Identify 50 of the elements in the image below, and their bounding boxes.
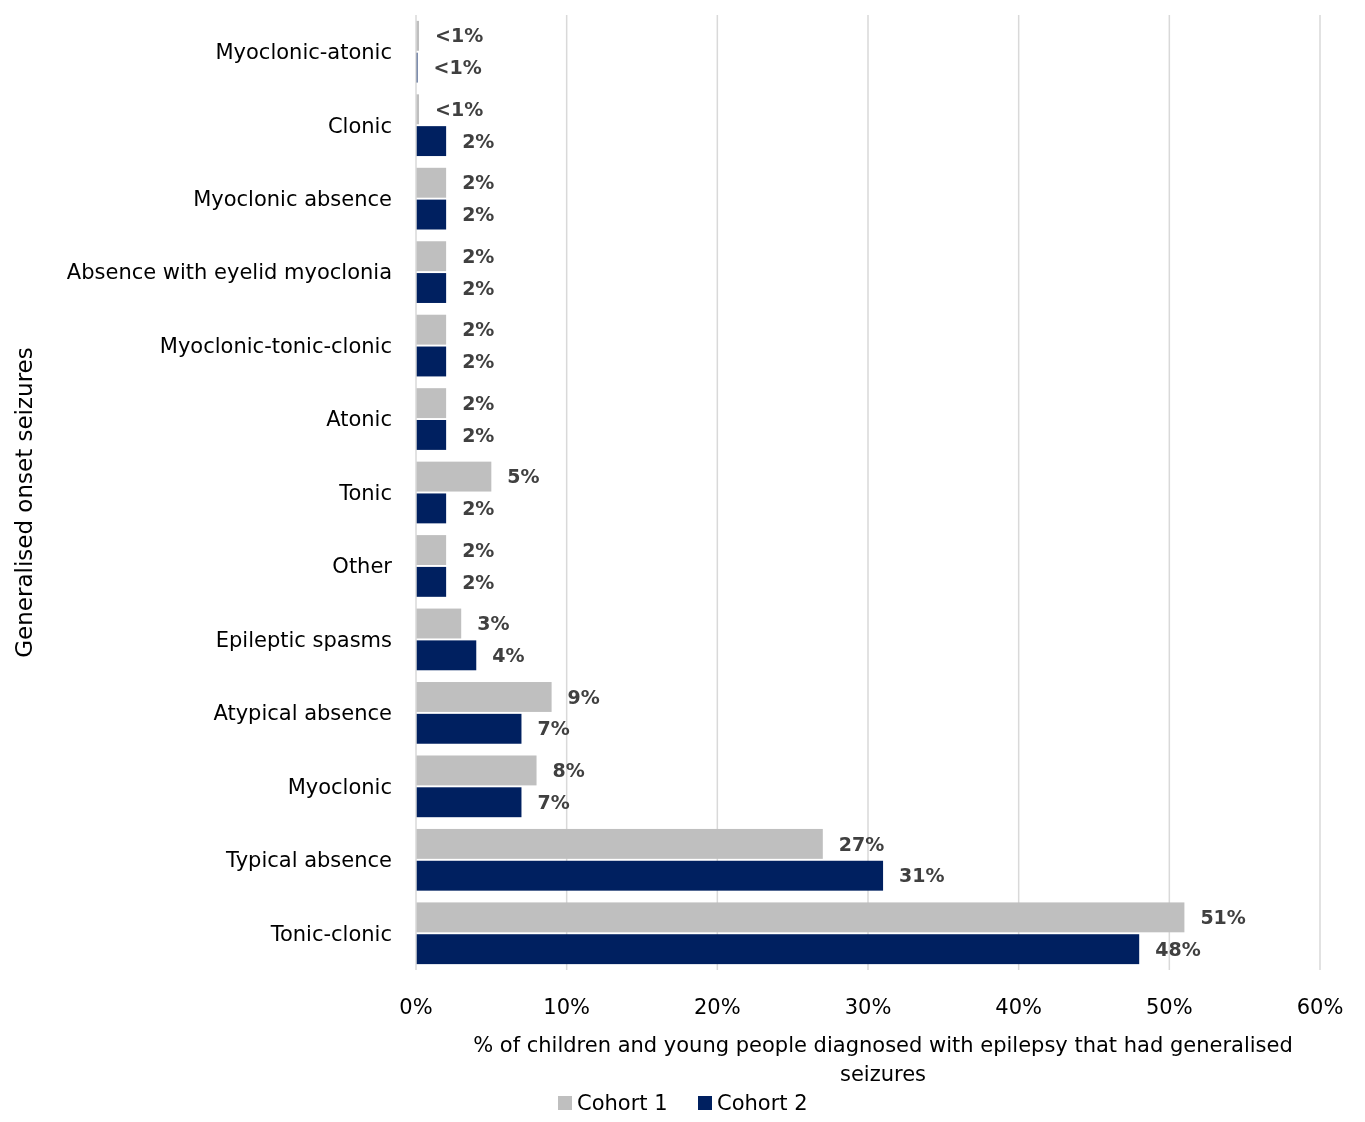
x-tick-label: 60%: [1296, 995, 1344, 1019]
data-label: 5%: [507, 465, 540, 488]
x-axis-title: % of children and young people diagnosed with epilepsy that had generalised seizures: [473, 1033, 1293, 1086]
y-tick-label: Other: [332, 554, 393, 579]
data-label: 7%: [537, 717, 570, 740]
data-label: 3%: [477, 612, 510, 635]
legend-label: Cohort 2: [717, 1091, 808, 1115]
x-tick-label: 0%: [399, 995, 433, 1019]
data-label: 2%: [462, 350, 495, 373]
data-label: 9%: [567, 685, 600, 708]
x-tick-label: 30%: [844, 995, 892, 1019]
x-tick-label: 10%: [543, 995, 591, 1019]
y-tick-label: Clonic: [327, 113, 392, 138]
data-label: 2%: [462, 570, 495, 593]
data-label: 2%: [462, 276, 495, 299]
data-label: <1%: [433, 56, 482, 79]
data-label: 8%: [552, 759, 585, 782]
y-tick-label: Atonic: [326, 407, 392, 432]
data-label: 48%: [1155, 937, 1201, 960]
y-tick-label: Absence with eyelid myoclonia: [66, 260, 392, 285]
data-label: 2%: [462, 391, 495, 414]
x-tick-label: 40%: [995, 995, 1043, 1019]
y-tick-label: Typical absence: [225, 848, 392, 873]
x-tick-label: 50%: [1145, 995, 1193, 1019]
y-axis-title: Generalised onset seizures: [11, 347, 37, 658]
data-label: 2%: [462, 423, 495, 446]
x-tick-label: 20%: [693, 995, 741, 1019]
data-label: 2%: [462, 129, 495, 152]
data-label: 2%: [462, 203, 495, 226]
y-tick-label: Atypical absence: [213, 701, 392, 726]
data-label: 31%: [899, 864, 945, 887]
data-label: <1%: [435, 97, 484, 120]
y-tick-label: Tonic-clonic: [269, 921, 392, 946]
data-label: 27%: [838, 832, 885, 855]
data-label: 4%: [492, 643, 525, 666]
legend-label: Cohort 1: [577, 1091, 668, 1115]
data-label: 2%: [462, 244, 495, 267]
data-label: 2%: [462, 497, 495, 520]
data-label: 2%: [462, 318, 495, 341]
y-tick-label: Myoclonic-atonic: [215, 40, 392, 65]
data-label: 51%: [1200, 906, 1246, 929]
y-tick-label: Epileptic spasms: [215, 627, 392, 652]
data-label: <1%: [435, 24, 484, 47]
y-tick-label: Tonic: [338, 480, 392, 505]
y-tick-label: Myoclonic-tonic-clonic: [159, 333, 392, 358]
data-label: 2%: [462, 538, 495, 561]
y-tick-label: Myoclonic: [287, 774, 392, 799]
data-label: 2%: [462, 171, 495, 194]
y-tick-label: Myoclonic absence: [193, 187, 392, 211]
data-label: 7%: [537, 790, 570, 813]
